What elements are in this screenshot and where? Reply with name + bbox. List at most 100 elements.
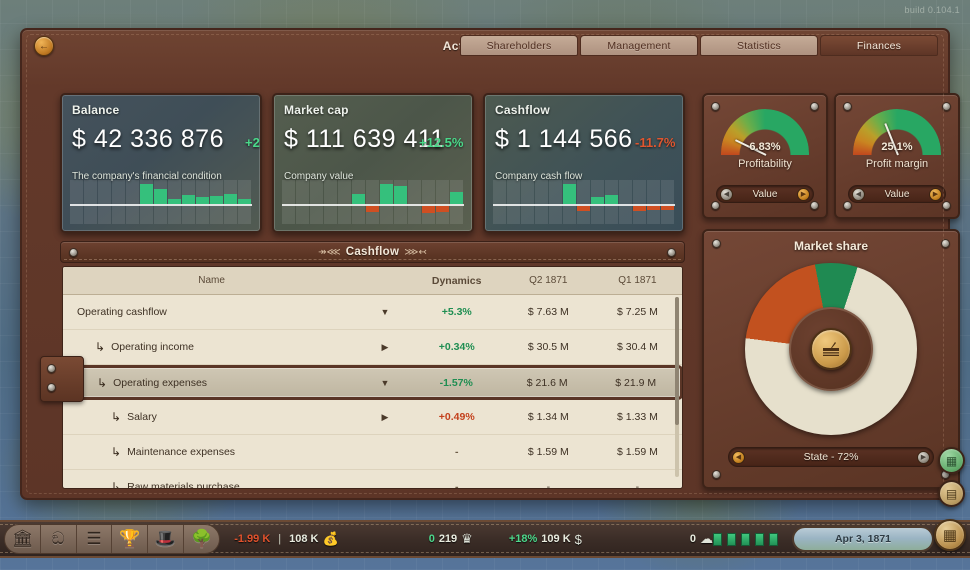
- row-q2-cell: $ 1.59 M: [527, 446, 569, 458]
- date-display[interactable]: Apr 3, 1871: [792, 526, 934, 552]
- sparkline-slot: [126, 180, 139, 224]
- table-row[interactable]: Operating cashflow ▼ +5.3% $ 7.63 M $ 7.25 M: [63, 295, 682, 330]
- screw-icon: [712, 239, 721, 248]
- column-header-dynamics: Dynamics: [431, 274, 482, 287]
- tab-statistics[interactable]: Statistics: [700, 35, 818, 56]
- kpi-subtitle: The company's financial condition: [72, 171, 222, 182]
- market-share-value: State - 72%: [803, 451, 859, 463]
- tab-management[interactable]: Management: [580, 35, 698, 56]
- row-dynamics-cell: -: [454, 481, 459, 489]
- gauge-mode-stepper: ◀ Value ▶: [848, 185, 946, 203]
- table-row[interactable]: ↳ Maintenance expenses - $ 1.59 M $ 1.59 M: [63, 435, 682, 470]
- bank-button[interactable]: 🏛: [5, 525, 41, 553]
- sparkline-bar: [168, 199, 181, 204]
- stat-population[interactable]: 0 ☁: [690, 531, 713, 547]
- chevron-right-icon[interactable]: ▶: [381, 411, 389, 422]
- table-row[interactable]: ↳ Operating income ▶ +0.34% $ 30.5 M $ 30.4 M: [63, 330, 682, 365]
- kpi-title: Market cap: [284, 103, 349, 117]
- screw-icon: [843, 201, 852, 210]
- row-dynamics-cell: +0.34%: [438, 341, 475, 353]
- tab-shareholders[interactable]: Shareholders: [460, 35, 578, 56]
- finances-panel: ← Action Mining Shareholders Management …: [20, 28, 960, 500]
- sparkline-bar: [422, 206, 435, 213]
- tree-branch-icon: ↳: [95, 340, 106, 354]
- espionage-button[interactable]: 🎩: [148, 525, 184, 553]
- kpi-delta: +12.5%: [419, 135, 464, 150]
- back-button[interactable]: ←: [34, 36, 54, 56]
- sparkline-slot: [521, 180, 534, 224]
- market-share-donut-chart[interactable]: [745, 263, 917, 435]
- speed-indicator-icon[interactable]: [713, 532, 722, 546]
- row-dynamics-cell: +5.3%: [441, 306, 472, 318]
- next-arrow-icon[interactable]: ▶: [797, 187, 810, 201]
- kpi-card-market-cap[interactable]: Market cap $ 111 639 411 +12.5% Company …: [272, 93, 474, 233]
- stat-budget[interactable]: -1.99 K | 108 K 💰: [234, 531, 338, 547]
- row-q1-cell: $ 21.9 M: [615, 376, 657, 389]
- table-row[interactable]: ↳ Salary ▶ +0.49% $ 1.34 M $ 1.33 M: [63, 400, 682, 435]
- row-label: Salary: [127, 411, 157, 423]
- kpi-card-balance[interactable]: Balance $ 42 336 876 +2.27% The company'…: [60, 93, 262, 233]
- sparkline-slot: [633, 180, 646, 224]
- screw-icon: [47, 383, 56, 392]
- prev-arrow-icon[interactable]: ◀: [852, 187, 865, 201]
- prev-arrow-icon[interactable]: ◀: [720, 187, 733, 201]
- ledger-button[interactable]: ▤: [938, 480, 965, 507]
- budget-total-value: 108 K: [289, 533, 319, 545]
- row-name-cell: ↳ Maintenance expenses: [63, 445, 360, 459]
- tree-branch-icon: ↳: [97, 375, 108, 390]
- sparkline-bar: [591, 197, 604, 204]
- tab-finances[interactable]: Finances: [820, 35, 938, 56]
- sparkline-bar: [450, 192, 463, 204]
- speed-indicator-icon[interactable]: [769, 532, 778, 546]
- row-dynamics-cell: +0.49%: [438, 411, 475, 423]
- screw-icon: [711, 102, 720, 111]
- sparkline-bar: [394, 186, 407, 204]
- sparkline-zero-line: [493, 204, 675, 206]
- screw-icon: [942, 102, 951, 111]
- chevron-down-icon[interactable]: ▼: [380, 377, 390, 388]
- sparkline-slot: [324, 180, 337, 224]
- kpi-delta: +2.27%: [245, 135, 262, 150]
- chevron-right-icon[interactable]: ▶: [381, 341, 389, 352]
- kpi-value: $ 111 639 411: [284, 125, 445, 153]
- bottom-status-bar: 🏛 ඞ ☰ 🏆 🎩 🌳 -1.99 K | 108 K 💰 0 219 ♛ +18% 10…: [0, 519, 970, 558]
- speed-indicator-icon[interactable]: [741, 532, 750, 546]
- table-row[interactable]: ↳ Operating expenses ▼ -1.57% $ 21.6 M $ 21.9…: [63, 365, 682, 400]
- table-scrollbar[interactable]: [675, 297, 679, 477]
- sparkline-slot: [549, 180, 562, 224]
- parliament-button[interactable]: ☰: [77, 525, 113, 553]
- next-arrow-icon[interactable]: ▶: [929, 187, 942, 201]
- cashflow-title: Cashflow: [345, 246, 400, 258]
- sparkline-slot: [366, 180, 379, 224]
- row-q1-cell: $ 7.25 M: [617, 306, 658, 318]
- row-handle-strap[interactable]: [40, 356, 84, 402]
- cashflow-header: ↠⋘ Cashflow ⋙↢: [60, 241, 685, 263]
- prev-arrow-icon[interactable]: ◀: [732, 450, 745, 464]
- stat-prestige[interactable]: 0 219 ♛: [429, 531, 473, 547]
- calendar-button[interactable]: ▦: [934, 519, 966, 551]
- row-q1-cell: -: [635, 481, 640, 489]
- speed-indicator-icon[interactable]: [727, 532, 736, 546]
- next-arrow-icon[interactable]: ▶: [917, 450, 930, 464]
- kpi-delta: -11.7%: [635, 135, 676, 150]
- speed-indicator-icon[interactable]: [755, 532, 764, 546]
- screw-icon: [711, 201, 720, 210]
- stat-income[interactable]: +18% 109 K $: [509, 532, 582, 547]
- nature-button[interactable]: 🌳: [190, 529, 213, 548]
- kpi-value: $ 1 144 566: [495, 125, 633, 153]
- bar-chart-glyph: [823, 342, 839, 356]
- population-button[interactable]: ඞ: [41, 525, 77, 553]
- table-body: Operating cashflow ▼ +5.3% $ 7.63 M $ 7.25 M…: [63, 295, 682, 489]
- chevron-down-icon[interactable]: ▼: [380, 307, 390, 317]
- sparkline-bar: [140, 184, 153, 204]
- trophy-button[interactable]: 🏆: [112, 525, 149, 553]
- sparkline-slot: [436, 180, 449, 224]
- table-row[interactable]: ↳ Raw materials purchase - - -: [63, 470, 682, 489]
- kpi-subtitle: Company value: [284, 171, 354, 182]
- sparkline-bar: [210, 196, 223, 204]
- sparkline-bar: [633, 206, 646, 211]
- kpi-card-cashflow[interactable]: Cashflow $ 1 144 566 -11.7% Company cash…: [483, 93, 685, 233]
- screw-icon: [942, 201, 951, 210]
- chart-icon[interactable]: [810, 328, 852, 370]
- map-mode-button[interactable]: ▦: [938, 447, 965, 474]
